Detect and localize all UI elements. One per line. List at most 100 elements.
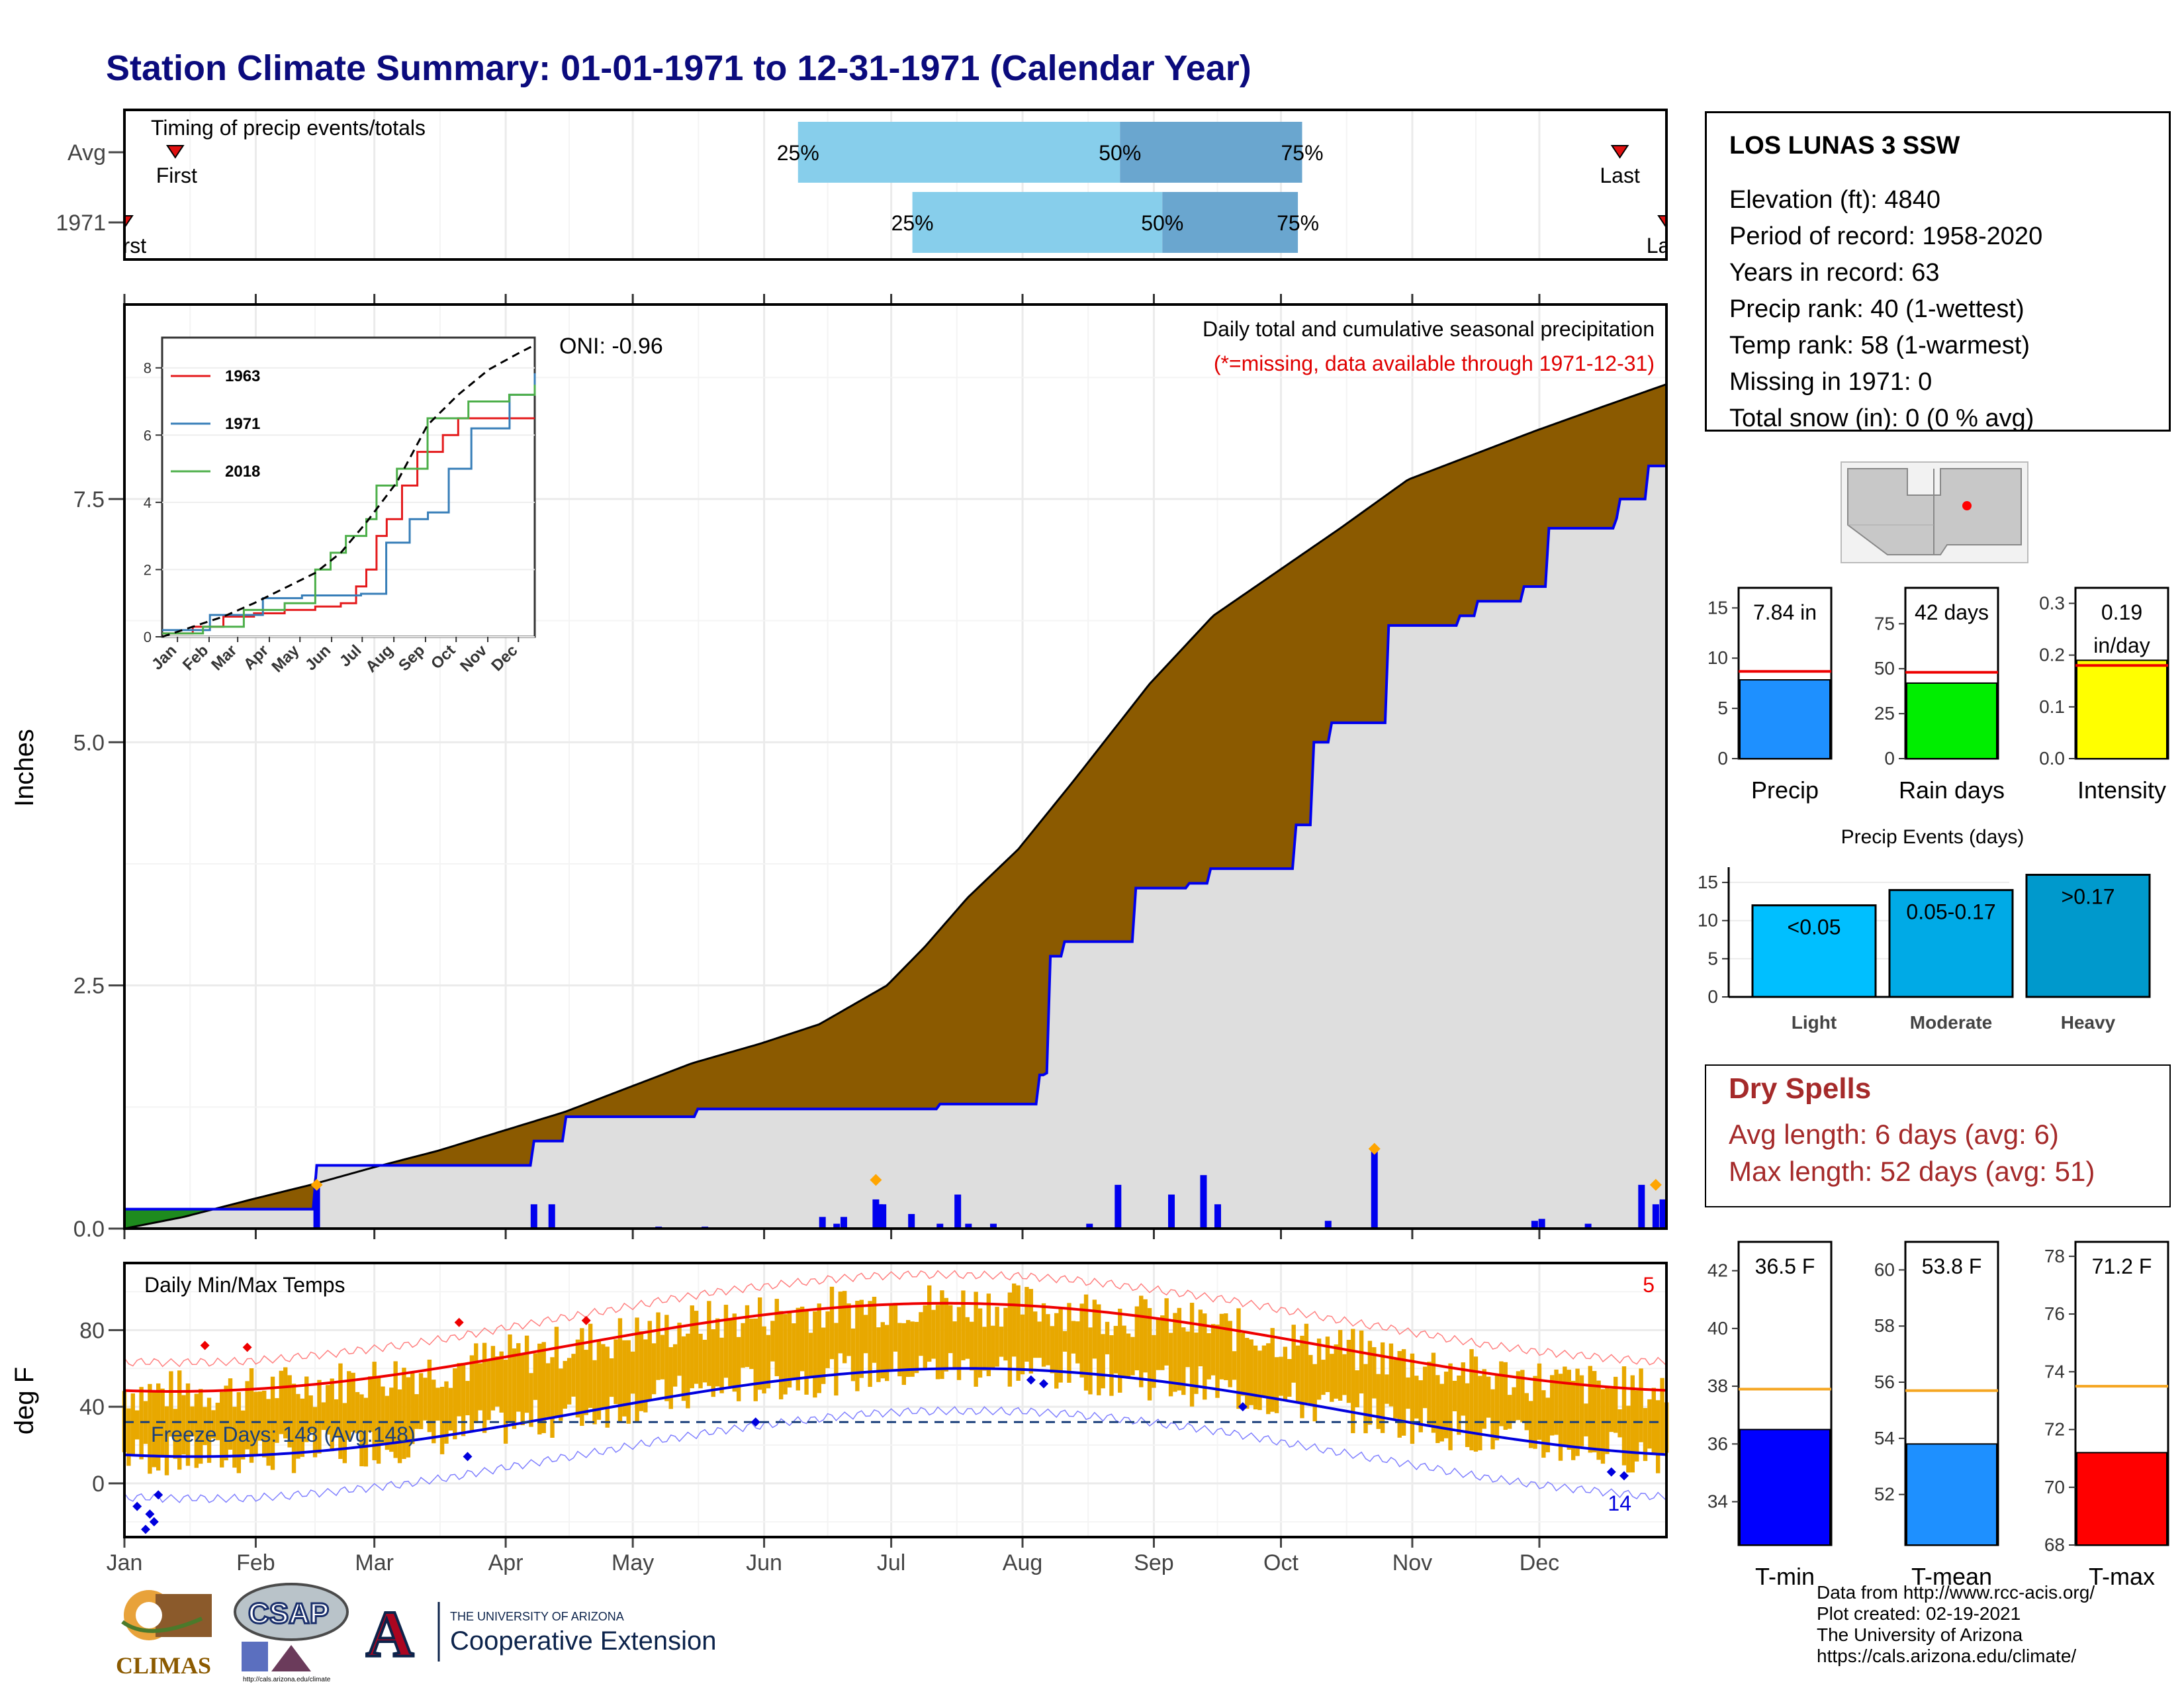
summary-tick-label: 76	[2044, 1303, 2065, 1324]
daily-temp-bar	[478, 1363, 482, 1411]
daily-temp-bar	[1605, 1387, 1610, 1454]
summary-tick-label: 68	[2044, 1534, 2065, 1555]
daily-temp-bar	[482, 1342, 487, 1433]
station-missing: Missing in 1971: 0	[1729, 368, 1933, 396]
summary-tick-label: 15	[1707, 597, 1728, 618]
daily-temp-bar	[1516, 1371, 1521, 1421]
daily-precip-bar	[936, 1223, 944, 1229]
summary-tick-label: 34	[1707, 1491, 1728, 1512]
timing-row-label-1971: 1971	[56, 211, 106, 236]
daily-temp-bar	[529, 1373, 533, 1427]
daily-temp-bar	[778, 1311, 784, 1399]
daily-temp-bar	[605, 1346, 610, 1428]
daily-precip-bar	[1324, 1221, 1332, 1229]
daily-temp-bar	[326, 1385, 330, 1435]
daily-temp-bar	[1499, 1361, 1504, 1427]
daily-temp-bar	[1533, 1376, 1537, 1449]
page-title: Station Climate Summary: 01-01-1971 to 1…	[106, 48, 1251, 88]
summary-bar-p0	[1739, 679, 1831, 760]
daily-temp-bar	[1007, 1292, 1013, 1387]
daily-temp-bar	[829, 1286, 835, 1360]
daily-precip-bar	[548, 1204, 555, 1229]
summary-tick-label: 56	[1874, 1372, 1895, 1392]
record-low-marker	[154, 1490, 163, 1500]
dry-spells-panel: Dry Spells Avg length: 6 days (avg: 6) M…	[1705, 1064, 2171, 1207]
daily-temp-bar	[1655, 1400, 1661, 1474]
daily-temp-bar	[651, 1343, 657, 1395]
precip-annotation-title: Daily total and cumulative seasonal prec…	[1203, 317, 1655, 341]
events-y-tick-label: 5	[1707, 948, 1718, 968]
daily-temp-bar	[1236, 1308, 1241, 1409]
daily-temp-bar	[334, 1399, 339, 1437]
climas-logo: CLIMAS	[109, 1582, 218, 1681]
event-bar-label: <0.05	[1788, 915, 1841, 939]
daily-precip-bar	[989, 1223, 997, 1229]
daily-temp-bar	[991, 1325, 995, 1369]
daily-temp-bar	[1295, 1345, 1300, 1403]
daily-temp-bar	[1567, 1370, 1571, 1450]
surplus-area	[124, 1209, 263, 1229]
daily-temp-bar	[601, 1344, 606, 1409]
daily-temp-bar	[672, 1344, 678, 1387]
daily-temp-bar	[427, 1359, 432, 1432]
daily-temp-bar	[1016, 1285, 1021, 1381]
daily-temp-bar	[545, 1363, 551, 1417]
summary-tick-label: 78	[2044, 1246, 2065, 1266]
daily-temp-bar	[490, 1346, 496, 1411]
daily-temp-bar	[1613, 1376, 1618, 1433]
daily-temp-bar	[279, 1370, 284, 1434]
daily-temp-bar	[372, 1362, 377, 1460]
daily-temp-bar	[1579, 1375, 1584, 1446]
daily-precip-bar	[1638, 1184, 1645, 1229]
inset-panel	[161, 336, 536, 638]
daily-precip-bar	[1538, 1219, 1545, 1229]
daily-temp-bar	[275, 1398, 279, 1443]
daily-temp-bar	[580, 1328, 584, 1427]
daily-temp-bar	[1617, 1409, 1622, 1438]
daily-temp-bar	[715, 1318, 720, 1387]
daily-temp-bar	[1490, 1389, 1495, 1450]
temp-panel-title: Daily Min/Max Temps	[144, 1273, 345, 1297]
daily-temp-bar	[681, 1336, 686, 1401]
daily-temp-bar	[1304, 1323, 1309, 1403]
daily-temp-bar	[880, 1322, 885, 1379]
daily-temp-bar	[435, 1387, 440, 1421]
daily-temp-bar	[1079, 1303, 1084, 1378]
record-low-marker	[149, 1517, 159, 1526]
record-max-line	[124, 1270, 1667, 1368]
daily-temp-bar	[868, 1301, 872, 1387]
temp-y-tick-label: 0	[92, 1472, 105, 1497]
daily-temp-bar	[643, 1339, 648, 1413]
daily-temp-bar	[1545, 1397, 1550, 1452]
daily-temp-bar	[1261, 1345, 1267, 1397]
event-category-label: Light	[1792, 1012, 1837, 1033]
precip-y-axis-label: Inches	[10, 729, 39, 807]
daily-temp-bar	[1228, 1321, 1232, 1387]
daily-temp-bar	[130, 1393, 136, 1455]
first-event-label: First	[105, 234, 146, 258]
daily-temp-bar	[982, 1327, 987, 1371]
dry-spells-avg: Avg length: 6 days (avg: 6)	[1729, 1119, 2059, 1150]
daily-temp-bar	[617, 1318, 623, 1423]
daily-temp-bar	[935, 1305, 940, 1380]
station-info-panel: LOS LUNAS 3 SSW Elevation (ft): 4840 Per…	[1705, 111, 2171, 432]
daily-temp-bar	[516, 1343, 521, 1412]
daily-temp-bar	[1097, 1304, 1101, 1395]
inset-legend-label: 1963	[225, 367, 260, 385]
summary-value-label: 71.2 F	[2092, 1254, 2152, 1278]
temp-x-tick-label: Jun	[746, 1550, 782, 1575]
summary-value-unit: in/day	[2093, 633, 2150, 657]
precip-annotation-missing: (*=missing, data available through 1971-…	[1214, 352, 1655, 375]
inset-y-tick-label: 6	[144, 427, 152, 444]
daily-temp-bar	[986, 1293, 991, 1376]
daily-temp-bar	[312, 1407, 318, 1458]
daily-temp-bar	[635, 1317, 639, 1423]
daily-temp-bar	[647, 1321, 652, 1401]
daily-temp-bar	[592, 1360, 597, 1425]
precip-y-tick-label: 7.5	[73, 487, 105, 512]
daily-temp-bar	[169, 1371, 173, 1437]
ua-logo-line1: THE UNIVERSITY OF ARIZONA	[450, 1610, 624, 1623]
daily-temp-bar	[1062, 1331, 1068, 1352]
daily-temp-bar	[1503, 1362, 1508, 1430]
